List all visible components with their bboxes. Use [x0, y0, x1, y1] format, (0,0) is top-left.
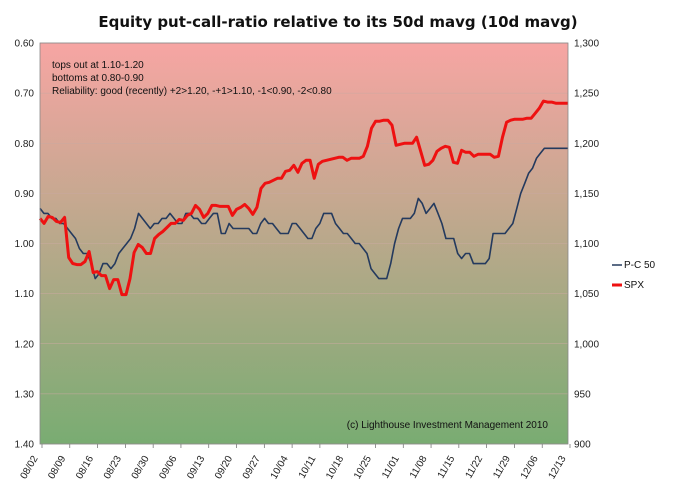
legend-label-spx: SPX	[624, 280, 644, 291]
x-tick-label: 11/15	[436, 454, 458, 481]
x-tick-label: 08/30	[130, 454, 152, 482]
annotation-line-1: tops out at 1.10-1.20	[52, 60, 144, 71]
x-tick-label: 11/29	[491, 454, 513, 481]
x-tick-label: 11/01	[380, 454, 402, 481]
y-left-tick-label: 1.00	[15, 239, 35, 250]
y-right-tick-label: 1,050	[574, 289, 599, 300]
y-right-tick-label: 1,200	[574, 139, 599, 150]
plot-border	[39, 42, 569, 445]
y-axis-left-ticks: 0.60 0.70 0.80 0.90 1.00 1.10 1.20 1.30 1.40	[15, 39, 35, 451]
x-tick-label: 09/20	[213, 454, 235, 482]
x-tick-label: 08/16	[74, 454, 96, 482]
y-right-tick-label: 1,000	[574, 339, 599, 350]
y-left-tick-label: 1.10	[15, 289, 35, 300]
y-right-tick-label: 1,150	[574, 189, 599, 200]
x-tick-label: 09/06	[158, 454, 180, 482]
x-tick-label: 11/22	[464, 454, 486, 481]
y-right-tick-label: 900	[574, 440, 591, 451]
x-tick-label: 10/11	[297, 454, 319, 481]
x-axis-ticks: 08/02 08/09 08/16 08/23 08/30 09/06 09/13 09/20…	[19, 444, 571, 482]
y-right-tick-label: 1,250	[574, 89, 599, 100]
x-tick-label: 11/08	[408, 454, 430, 481]
annotations-group: tops out at 1.10-1.20 bottoms at 0.80-0.…	[52, 60, 548, 431]
x-tick-label: 12/13	[547, 454, 569, 482]
series-line-spx	[38, 99, 568, 297]
y-axis-right-ticks: 1,300 1,250 1,200 1,150 1,100 1,050 1,000 950 90…	[574, 39, 599, 451]
y-left-tick-label: 1.30	[15, 389, 35, 400]
x-tick-label: 08/23	[102, 454, 124, 482]
copyright-note: (c) Lighthouse Investment Management 201…	[347, 420, 549, 431]
y-left-tick-label: 0.80	[15, 139, 35, 150]
chart-title: Equity put-call-ratio relative to its 50…	[98, 13, 577, 31]
x-tick-label: 09/27	[241, 454, 263, 482]
y-left-tick-label: 1.20	[15, 339, 35, 350]
y-left-tick-label: 0.90	[15, 189, 35, 200]
y-right-tick-label: 1,300	[574, 39, 599, 50]
series-group	[38, 99, 568, 297]
x-tick-label: 12/06	[519, 454, 541, 482]
y-left-tick-label: 1.40	[15, 440, 35, 451]
annotation-line-3: Reliability: good (recently) +2>1.20, -+…	[52, 86, 332, 97]
series-line-pc50	[39, 147, 568, 280]
x-tick-label: 09/13	[185, 454, 207, 482]
y-right-tick-label: 1,100	[574, 239, 599, 250]
x-tick-label: 08/02	[19, 454, 41, 482]
x-tick-label: 10/25	[352, 454, 374, 482]
y-right-tick-label: 950	[574, 389, 591, 400]
x-tick-label: 10/18	[324, 454, 346, 482]
y-left-tick-label: 0.60	[15, 39, 35, 50]
y-left-tick-label: 0.70	[15, 89, 35, 100]
legend-label-pc50: P-C 50	[624, 260, 656, 271]
x-tick-label: 10/04	[269, 454, 291, 482]
x-tick-label: 08/09	[46, 454, 68, 482]
legend: P-C 50 SPX	[612, 260, 656, 291]
annotation-line-2: bottoms at 0.80-0.90	[52, 73, 144, 84]
